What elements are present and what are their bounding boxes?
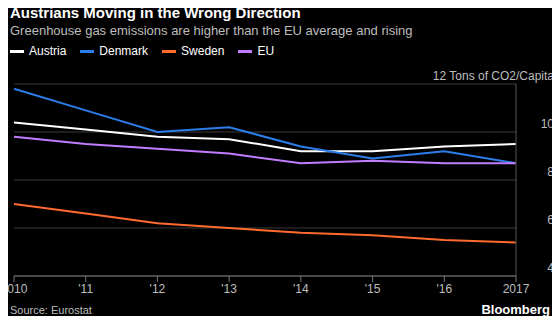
svg-text:12 Tons of CO2/Capita: 12 Tons of CO2/Capita: [433, 69, 552, 83]
html-text:Austrians Moving in the Wrong: Austrians Moving in the Wrong Direction: [10, 4, 301, 21]
svg-text:'13: '13: [221, 282, 237, 296]
html-text:Sweden: Sweden: [181, 44, 225, 58]
svg-text:10: 10: [541, 117, 552, 131]
html-text:Austria: Austria: [29, 44, 67, 58]
svg-text:2017: 2017: [503, 282, 530, 296]
svg-text:6: 6: [547, 213, 552, 227]
svg-text:'12: '12: [150, 282, 166, 296]
html-text:EU: EU: [257, 44, 275, 58]
html-text:Denmark: Denmark: [99, 44, 148, 58]
html-text:Greenhouse gas emissions are h: Greenhouse gas emissions are higher than…: [10, 23, 413, 38]
html-text:Bloomberg: Bloomberg: [481, 302, 550, 317]
svg-text:8: 8: [547, 165, 552, 179]
svg-text:'14: '14: [293, 282, 309, 296]
html-text:Source: Eurostat: Source: Eurostat: [10, 304, 92, 316]
svg-text:'15: '15: [365, 282, 381, 296]
svg-text:'11: '11: [78, 282, 93, 296]
svg-text:4: 4: [547, 261, 552, 275]
svg-text:2010: 2010: [8, 282, 28, 296]
svg-text:'16: '16: [436, 282, 452, 296]
